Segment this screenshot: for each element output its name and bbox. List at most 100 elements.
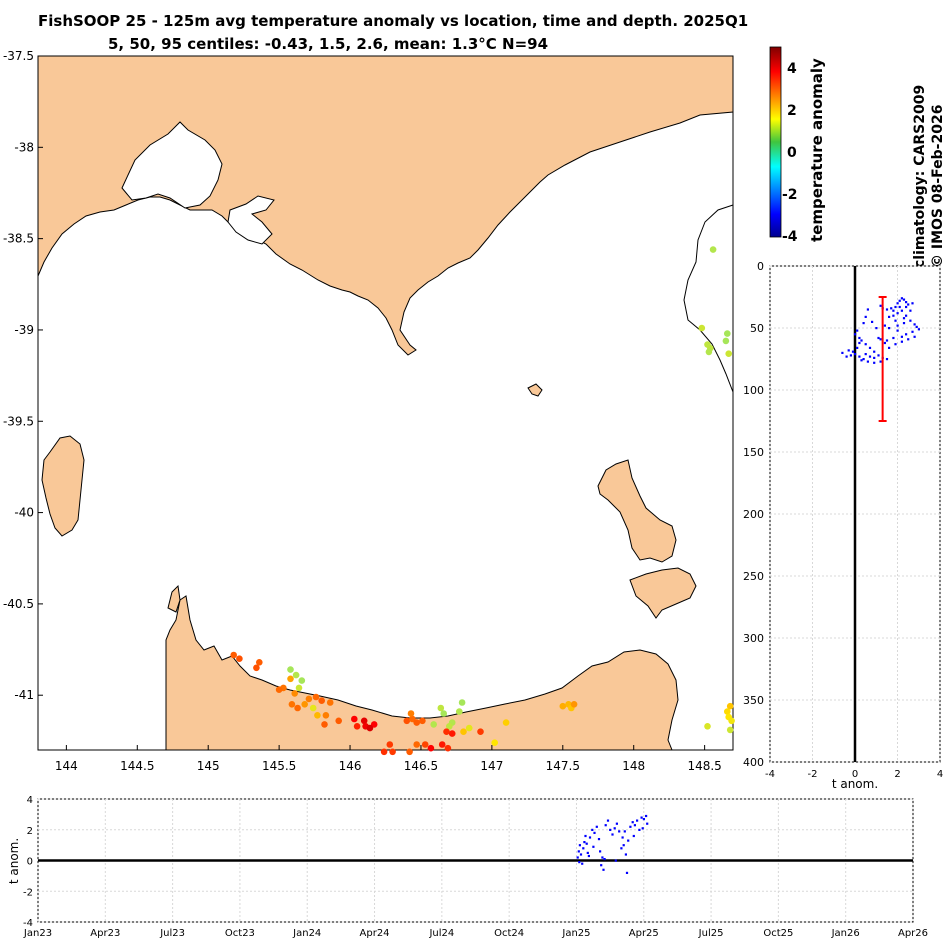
lon-tick-label: 144 (55, 759, 78, 773)
depth-y-tick-label: 100 (743, 384, 764, 397)
depth-data-point (905, 301, 908, 304)
ts-data-point (629, 825, 632, 828)
depth-data-point (896, 312, 899, 315)
depth-data-point (851, 350, 855, 353)
map-data-point (724, 708, 731, 715)
ts-data-point (581, 862, 584, 865)
ts-data-point (582, 847, 585, 850)
depth-data-point (905, 305, 908, 309)
map-data-point (413, 741, 421, 748)
lon-tick-label: 146 (339, 759, 362, 773)
map-data-point (370, 721, 378, 728)
map-data-point (722, 337, 730, 345)
map-data-point (291, 690, 299, 697)
map-data-point (321, 721, 328, 728)
map-data-point (292, 671, 300, 679)
depth-data-point (915, 325, 918, 328)
depth-data-point (883, 341, 886, 345)
depth-data-point (885, 358, 889, 361)
ts-data-point (642, 818, 645, 821)
ts-data-point (585, 842, 588, 845)
colorbar-tick: 0 (787, 145, 797, 161)
ts-data-point (627, 839, 630, 842)
map-data-point (728, 717, 735, 725)
depth-x-tick-label: -2 (808, 769, 818, 780)
map-data-point (407, 710, 415, 717)
depth-data-point (900, 309, 903, 312)
map-data-point (419, 717, 426, 725)
map-data-point (351, 715, 358, 723)
map-data-point (298, 677, 306, 684)
map-data-point (438, 741, 446, 748)
ts-x-tick-label: Jan25 (561, 928, 590, 939)
depth-data-point (898, 299, 901, 302)
ts-data-point (609, 828, 612, 831)
ts-data-point (584, 834, 587, 838)
ts-data-point (615, 822, 618, 825)
depth-xlabel: t anom. (832, 777, 878, 791)
map-data-point (726, 726, 734, 734)
depth-data-point (898, 305, 901, 309)
map-data-point (287, 666, 294, 673)
ts-y-tick-label: 4 (27, 795, 33, 806)
depth-data-point (883, 324, 886, 327)
ts-x-tick-label: Jan24 (292, 928, 321, 939)
ts-data-point (641, 827, 644, 830)
depth-range-bar (878, 296, 887, 422)
depth-data-point (909, 319, 912, 322)
lon-tick-label: 147 (480, 759, 503, 773)
colorbar-tick: 2 (787, 103, 797, 119)
map-data-point (255, 659, 263, 666)
depth-data-point (892, 314, 895, 317)
map-panel: -37.5 -38 -38.5 -39 -39.5 -40 -40.5 -41 144 144.… (3, 49, 735, 773)
map-data-point (322, 712, 330, 719)
map-data-point (421, 741, 429, 748)
depth-x-tick-label: 4 (937, 769, 943, 780)
map-data-point (366, 724, 374, 732)
ts-data-point (620, 847, 623, 850)
map-data-point (491, 739, 499, 746)
depth-data-point (866, 360, 869, 363)
colorbar: 4 2 0 -2 -4 (769, 46, 798, 245)
colorbar-tick: -2 (782, 187, 798, 203)
depth-data-point (885, 339, 889, 342)
depth-data-point (847, 349, 850, 352)
depth-data-point (858, 336, 861, 340)
ts-data-point (640, 816, 643, 819)
lon-tick-label: 146.5 (404, 759, 438, 773)
map-data-point (403, 717, 411, 725)
depth-data-point (907, 338, 910, 341)
ts-data-point (579, 853, 583, 856)
map-data-point (704, 723, 711, 730)
depth-data-point (902, 317, 906, 320)
ts-data-point (606, 819, 610, 822)
depth-data-point (905, 333, 908, 336)
ts-data-point (604, 824, 607, 827)
depth-data-point (873, 356, 876, 359)
map-data-point (230, 651, 237, 659)
map-lat-ticks: -37.5 -38 -38.5 -39 -39.5 -40 -40.5 -41 (3, 49, 43, 702)
depth-data-point (896, 329, 899, 332)
depth-data-point (902, 298, 906, 301)
depth-data-point (879, 360, 882, 363)
map-data-point (460, 728, 467, 735)
ts-data-point (646, 822, 649, 825)
western-port (227, 195, 275, 245)
map-data-point (443, 728, 450, 735)
map-data-point (502, 719, 510, 726)
chart-subtitle: 5, 50, 95 centiles: -0.43, 1.5, 2.6, mea… (108, 35, 549, 53)
lon-tick-label: 145 (197, 759, 220, 773)
depth-data-point (854, 333, 857, 336)
depth-data-point (871, 320, 874, 323)
ts-data-point (578, 844, 581, 847)
map-data-point (301, 701, 309, 708)
ts-data-point (576, 856, 579, 859)
map-data-point (288, 701, 296, 708)
ts-data-point (586, 851, 589, 854)
depth-data-point (877, 336, 880, 340)
map-data-point (236, 655, 243, 662)
ts-y-tick-label: -2 (23, 887, 33, 898)
chart-title: FishSOOP 25 - 125m avg temperature anoma… (38, 12, 749, 30)
lon-tick-label: 147.5 (546, 759, 580, 773)
depth-data-point (868, 346, 872, 349)
